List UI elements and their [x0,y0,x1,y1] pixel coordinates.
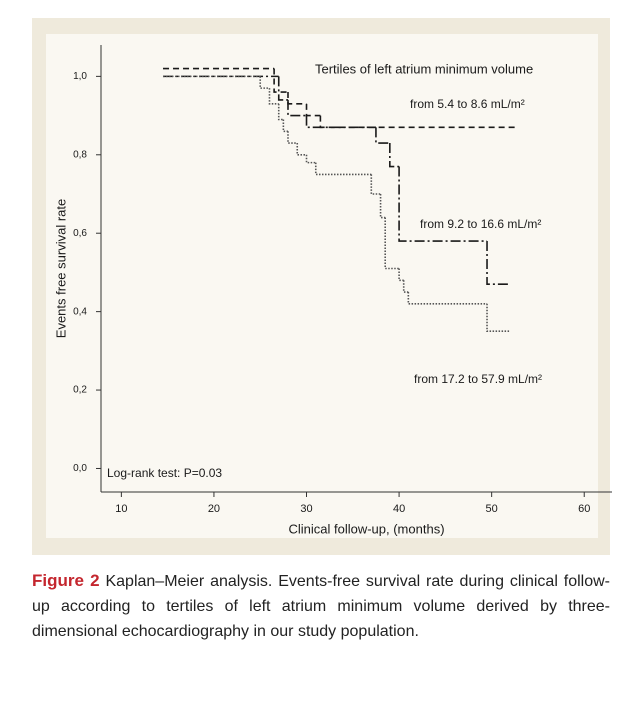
survival-step [268,88,279,105]
y-tick-label: 0,8 [73,149,87,160]
survival-step [486,241,511,285]
y-tick-label: 0,0 [73,463,87,474]
caption-text: Kaplan–Meier analysis. Events-free survi… [32,573,611,640]
annotation: Log-rank test: P=0.03 [107,466,222,480]
survival-step [389,143,400,168]
y-tick-label: 1,0 [73,71,87,82]
survival-step [273,68,288,93]
survival-step [287,99,307,117]
caption: Figure 2 Kaplan–Meier analysis. Events-f… [32,568,610,644]
x-tick-label: 30 [300,503,312,515]
x-tick-label: 60 [578,503,590,515]
caption-label: Figure 2 [32,571,100,590]
survival-step [402,280,409,293]
series-label: from 5.4 to 8.6 mL/m² [410,97,525,111]
x-tick-label: 20 [208,503,220,515]
x-tick-label: 50 [486,503,498,515]
y-tick-label: 0,6 [73,228,87,239]
survival-step [277,103,284,121]
x-tick-label: 10 [115,503,127,515]
y-tick-label: 0,2 [73,385,87,396]
survival-step [398,268,404,282]
x-axis-label: Clinical follow-up, (months) [288,521,444,536]
survival-step [305,115,376,129]
survival-step [296,143,307,156]
series-label: from 17.2 to 57.9 mL/m² [414,372,542,386]
survival-step [486,303,511,333]
plot-panel [46,34,598,538]
x-tick-label: 40 [393,503,405,515]
survival-step [277,76,288,101]
figure: 0,0 0,2 0,4 0,6 0,8 1,0 10 20 30 40 50 60 Clinical f… [32,18,612,555]
survival-step [384,217,400,270]
y-tick-label: 0,4 [73,306,87,317]
survival-step [314,162,372,176]
legend-title: Tertiles of left atrium minimum volume [315,61,533,76]
survival-step [370,174,381,195]
survival-step [259,76,270,89]
survival-step [407,292,488,305]
survival-step [398,166,488,242]
y-axis-label: Events free survival rate [53,199,68,338]
series-label: from 9.2 to 16.6 mL/m² [420,217,541,231]
survival-step [375,127,390,144]
survival-step [287,131,298,144]
survival-step [282,119,288,133]
